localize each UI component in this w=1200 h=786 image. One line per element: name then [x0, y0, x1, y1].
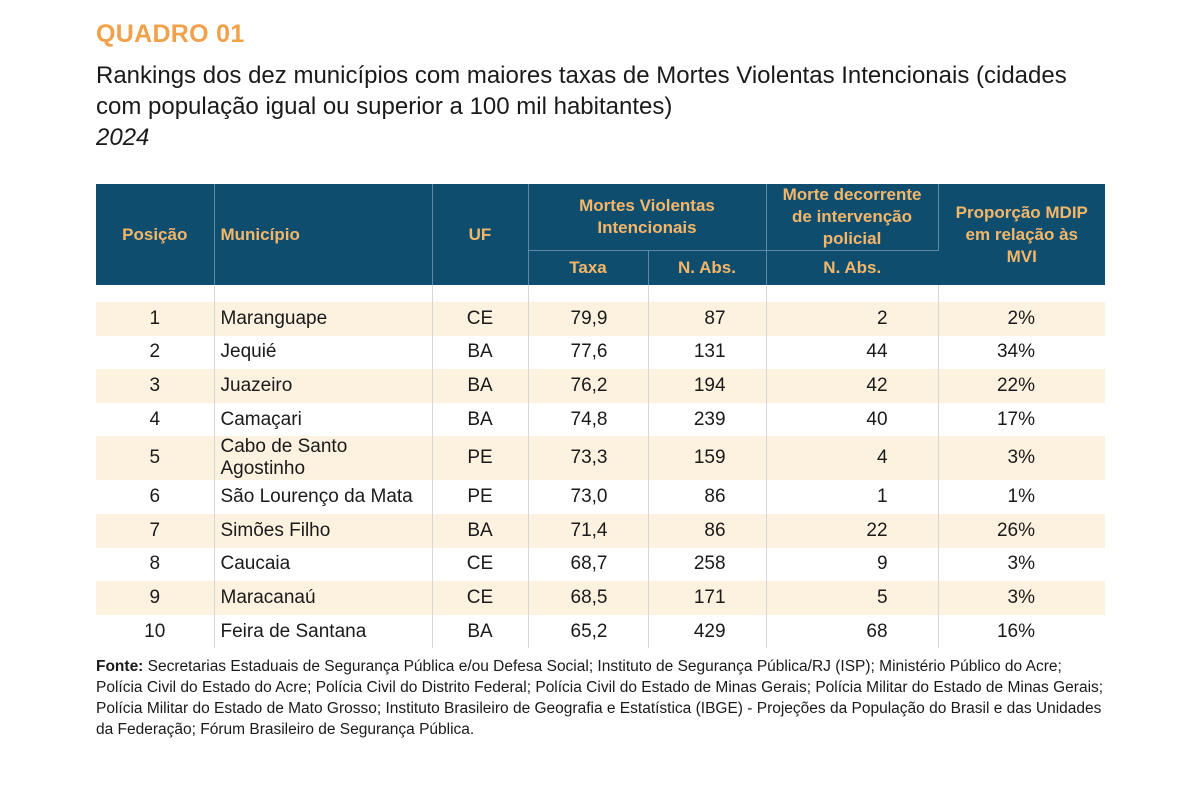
ranking-table: Posição Município UF Mortes Violentas In…	[96, 184, 1106, 649]
cell-taxa: 68,5	[528, 581, 649, 615]
cell-municipio: Maracanaú	[214, 581, 433, 615]
cell-posicao: 2	[96, 335, 215, 370]
header-mdip: Morte decorrente de intervenção policial	[766, 184, 939, 251]
source-label: Fonte:	[96, 658, 144, 675]
cell-taxa: 73,3	[528, 436, 649, 481]
cell-proporcao: 34%	[996, 341, 1036, 363]
cell-uf: PE	[432, 480, 529, 514]
cell-uf: BA	[432, 335, 529, 370]
cell-nabs-mvi: 258	[648, 547, 767, 582]
header-uf: UF	[432, 184, 529, 285]
cell-taxa: 73,0	[528, 480, 649, 514]
source-note: Fonte: Secretarias Estaduais de Seguranç…	[96, 656, 1106, 740]
cell-proporcao: 26%	[938, 513, 1106, 548]
cell-municipio: Simões Filho	[214, 513, 433, 548]
cell-taxa: 71,4	[528, 513, 649, 548]
cell-municipio: Jequié	[214, 335, 433, 370]
cell-uf: PE	[432, 436, 529, 481]
cell-uf: CE	[432, 581, 529, 615]
cell-taxa: 79,9	[528, 302, 649, 336]
cell-proporcao: 16%	[996, 620, 1036, 642]
cell-uf: CE	[432, 302, 529, 336]
table-row: 8 Caucaia CE 68,7 258 9 3%	[96, 547, 1105, 582]
cell-taxa: 76,2	[528, 369, 649, 403]
cell-nabs-mdip: 4	[766, 436, 939, 481]
cell-nabs-mdip: 5	[766, 581, 939, 615]
cell-nabs-mdip: 68	[766, 614, 939, 649]
cell-nabs-mvi: 86	[648, 513, 767, 548]
figure-label: QUADRO 01	[96, 20, 245, 48]
cell-municipio: Camaçari	[214, 402, 433, 437]
cell-posicao: 5	[96, 436, 215, 481]
cell-proporcao: 3%	[1007, 553, 1036, 575]
cell-proporcao: 3%	[938, 581, 1106, 615]
cell-nabs-mvi: 87	[648, 302, 767, 336]
source-text: Secretarias Estaduais de Segurança Públi…	[96, 658, 1104, 738]
cell-uf: BA	[432, 402, 529, 437]
cell-uf: BA	[432, 369, 529, 403]
cell-nabs-mdip: 22	[766, 513, 939, 548]
cell-nabs-mvi: 131	[648, 335, 767, 370]
header-nabs-mdip: N. Abs.	[766, 250, 939, 285]
cell-proporcao: 1%	[1007, 486, 1036, 508]
cell-posicao: 7	[96, 513, 215, 548]
cell-proporcao: 17%	[996, 408, 1036, 430]
cell-municipio: Juazeiro	[214, 369, 433, 403]
cell-municipio: Caucaia	[214, 547, 433, 582]
header-mvi: Mortes Violentas Intencionais	[528, 184, 767, 251]
table-row: 10 Feira de Santana BA 65,2 429 68 16%	[96, 614, 1105, 649]
cell-posicao: 3	[96, 369, 215, 403]
table-row: 7 Simões Filho BA 71,4 86 22 26%	[96, 513, 1106, 548]
cell-proporcao: 3%	[938, 436, 1106, 481]
cell-municipio: São Lourenço da Mata	[214, 480, 433, 514]
header-posicao: Posição	[96, 184, 215, 285]
header-taxa: Taxa	[528, 250, 649, 285]
table-row: 1 Maranguape CE 79,9 87 2 2%	[96, 302, 1106, 336]
cell-nabs-mdip: 42	[766, 369, 939, 403]
table-row: 9 Maracanaú CE 68,5 171 5 3%	[96, 581, 1106, 615]
cell-uf: BA	[432, 614, 529, 649]
cell-nabs-mvi: 194	[648, 369, 767, 403]
cell-posicao: 1	[96, 302, 215, 336]
cell-nabs-mdip: 40	[766, 402, 939, 437]
header-nabs-mvi: N. Abs.	[648, 250, 767, 285]
cell-nabs-mdip: 2	[766, 302, 939, 336]
cell-proporcao: 2%	[938, 302, 1106, 336]
cell-taxa: 65,2	[528, 614, 649, 649]
cell-uf: CE	[432, 547, 529, 582]
table-row: 6 São Lourenço da Mata PE 73,0 86 1 1%	[96, 480, 1105, 514]
cell-nabs-mvi: 171	[648, 581, 767, 615]
cell-municipio: Maranguape	[214, 302, 433, 336]
cell-uf: BA	[432, 513, 529, 548]
cell-municipio: Cabo de Santo Agostinho	[214, 436, 433, 481]
table-row: 4 Camaçari BA 74,8 239 40 17%	[96, 402, 1105, 437]
cell-taxa: 68,7	[528, 547, 649, 582]
figure-year: 2024	[96, 124, 150, 151]
cell-posicao: 10	[96, 614, 215, 649]
figure-title: Rankings dos dez municípios com maiores …	[96, 62, 1067, 120]
table-row: 2 Jequié BA 77,6 131 44 34%	[96, 335, 1105, 370]
header-proporcao: Proporção MDIP em relação às MVI	[938, 184, 1106, 285]
cell-nabs-mdip: 9	[766, 547, 939, 582]
cell-nabs-mdip: 44	[766, 335, 939, 370]
table-row: 5 Cabo de Santo Agostinho PE 73,3 159 4 3%	[96, 436, 1106, 481]
cell-nabs-mvi: 86	[648, 480, 767, 514]
cell-posicao: 6	[96, 480, 215, 514]
cell-taxa: 74,8	[528, 402, 649, 437]
cell-nabs-mvi: 429	[648, 614, 767, 649]
cell-nabs-mvi: 239	[648, 402, 767, 437]
cell-nabs-mdip: 1	[766, 480, 939, 514]
cell-taxa: 77,6	[528, 335, 649, 370]
cell-posicao: 9	[96, 581, 215, 615]
cell-posicao: 4	[96, 402, 215, 437]
cell-municipio: Feira de Santana	[214, 614, 433, 649]
cell-proporcao: 22%	[938, 369, 1106, 403]
table-row: 3 Juazeiro BA 76,2 194 42 22%	[96, 369, 1106, 403]
header-municipio: Município	[214, 184, 433, 285]
cell-posicao: 8	[96, 547, 215, 582]
cell-nabs-mvi: 159	[648, 436, 767, 481]
